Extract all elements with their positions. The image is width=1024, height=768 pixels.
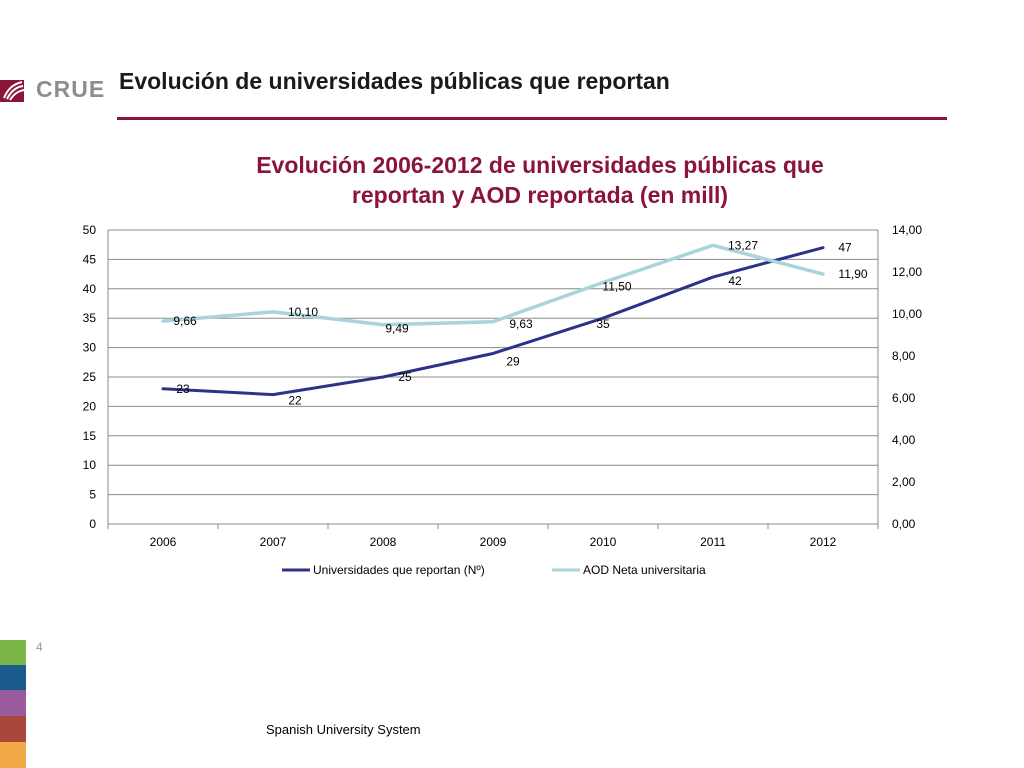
data-label: 23 <box>176 382 190 396</box>
crue-logo-mark-icon <box>0 80 25 102</box>
legend-item-aod: AOD Neta universitaria <box>552 563 706 577</box>
crue-logo: CRUE <box>0 74 110 108</box>
y-right-tick-label: 2,00 <box>892 475 916 489</box>
y-right-tick-label: 10,00 <box>892 307 922 321</box>
x-tick-label: 2007 <box>260 535 287 549</box>
title-divider <box>117 117 947 120</box>
y-right-tick-label: 6,00 <box>892 391 916 405</box>
y-left-tick-label: 40 <box>83 282 97 296</box>
y-right-tick-label: 4,00 <box>892 433 916 447</box>
data-label: 25 <box>398 370 412 384</box>
data-label-layer: 23 22 25 29 35 42 47 9,66 10,10 9,49 9,63 11,50 13,2… <box>173 238 868 407</box>
legend-label: AOD Neta universitaria <box>583 563 706 577</box>
y-right-tick-label: 8,00 <box>892 349 916 363</box>
data-label: 10,10 <box>288 305 318 319</box>
chart-title-line-2: reportan y AOD reportada (en mill) <box>351 182 729 208</box>
footer-caption: Spanish University System <box>266 722 421 737</box>
page-number: 4 <box>36 640 43 654</box>
grid-layer <box>108 229 878 525</box>
chart-title: Evolución 2006-2012 de universidades púb… <box>200 150 880 210</box>
sidebar-color-block <box>0 742 26 768</box>
series-layer <box>161 243 825 397</box>
data-label: 13,27 <box>728 238 758 252</box>
axis-layer: 0 5 10 15 20 25 30 35 40 45 50 0,00 2,00 4,00 6,00 8,00… <box>83 223 923 549</box>
y-right-tick-label: 12,00 <box>892 265 922 279</box>
y-right-tick-label: 0,00 <box>892 517 916 531</box>
y-left-tick-label: 15 <box>83 429 97 443</box>
chart-title-line-1: Evolución 2006-2012 de universidades púb… <box>256 152 824 178</box>
y-left-tick-label: 50 <box>83 223 97 237</box>
y-left-tick-label: 30 <box>83 341 97 355</box>
series-line-aod <box>161 243 825 327</box>
legend-item-universidades: Universidades que reportan (Nº) <box>282 563 485 577</box>
series-line-universidades <box>161 246 825 397</box>
data-label: 11,90 <box>838 267 867 281</box>
data-label: 29 <box>506 354 520 368</box>
x-tick-label: 2009 <box>480 535 507 549</box>
sidebar-color-block <box>0 640 26 665</box>
y-left-tick-label: 25 <box>83 370 97 384</box>
y-left-tick-label: 20 <box>83 399 97 413</box>
data-label: 9,66 <box>173 314 197 328</box>
sidebar-color-block <box>0 690 26 716</box>
logo-text: CRUE <box>36 76 106 102</box>
y-left-tick-label: 0 <box>89 517 96 531</box>
data-label: 11,50 <box>602 280 631 294</box>
sidebar-color-block <box>0 716 26 742</box>
x-tick-label: 2006 <box>150 535 177 549</box>
y-left-tick-label: 5 <box>89 488 96 502</box>
x-tick-label: 2008 <box>370 535 397 549</box>
data-label: 9,63 <box>509 317 533 331</box>
x-tick-label: 2012 <box>810 535 837 549</box>
sidebar-color-block <box>0 665 26 690</box>
x-tick-label: 2010 <box>590 535 617 549</box>
data-label: 47 <box>838 241 852 255</box>
data-label: 9,49 <box>385 322 409 336</box>
y-left-tick-label: 45 <box>83 252 97 266</box>
data-label: 42 <box>728 274 742 288</box>
y-left-tick-label: 35 <box>83 311 97 325</box>
legend: Universidades que reportan (Nº) AOD Neta … <box>282 563 706 577</box>
y-left-tick-label: 10 <box>83 458 97 472</box>
x-tick-label: 2011 <box>700 535 726 549</box>
data-label: 22 <box>288 394 302 408</box>
y-right-tick-label: 14,00 <box>892 223 922 237</box>
data-label: 35 <box>596 317 610 331</box>
legend-label: Universidades que reportan (Nº) <box>313 563 485 577</box>
page-title: Evolución de universidades públicas que … <box>119 68 670 94</box>
